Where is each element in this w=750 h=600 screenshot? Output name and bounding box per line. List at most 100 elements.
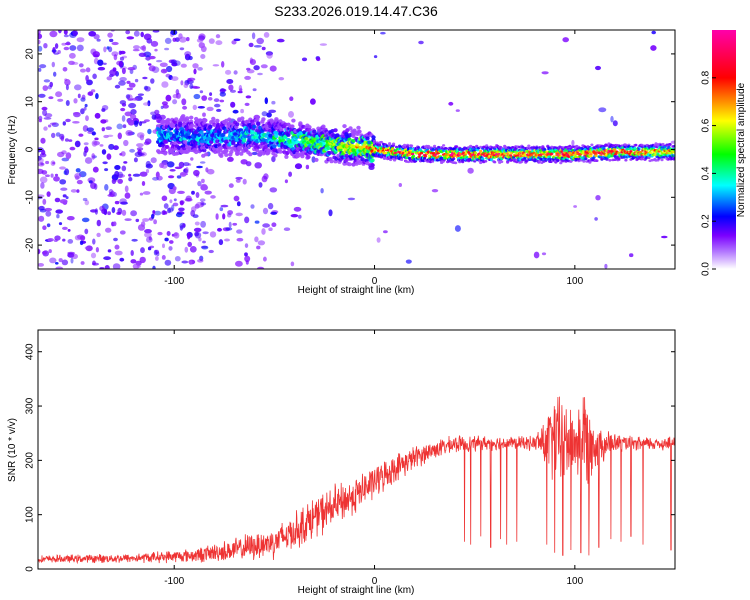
spectrogram-noise-cell bbox=[97, 59, 104, 66]
spectrogram-noise-cell bbox=[162, 243, 165, 249]
spectrogram-noise-cell bbox=[398, 183, 402, 187]
spectrogram-noise-cell bbox=[232, 109, 239, 114]
spectrogram-noise-cell bbox=[651, 30, 656, 35]
spectrogram-noise-cell bbox=[58, 222, 63, 226]
spectrogram-noise-cell bbox=[57, 50, 61, 54]
spectrogram-noise-cell bbox=[153, 219, 158, 225]
spectrogram-ridge-cell bbox=[475, 144, 479, 148]
spectrogram-noise-cell bbox=[233, 70, 238, 75]
spectrogram-noise-cell bbox=[50, 160, 56, 166]
spectrogram-ridge-cell bbox=[420, 151, 424, 155]
spectrogram-noise-cell bbox=[189, 83, 194, 90]
snr-y-tick-label: 200 bbox=[25, 452, 36, 469]
spectrogram-noise-cell bbox=[254, 162, 262, 169]
spectrogram-ridge-cell bbox=[365, 161, 370, 166]
spectrogram-noise-cell bbox=[193, 227, 202, 233]
spectrogram-noise-cell bbox=[144, 229, 152, 234]
spectrogram-noise-cell bbox=[290, 214, 299, 218]
spectrogram-noise-cell bbox=[178, 207, 185, 212]
spectrogram-ridge-cell bbox=[238, 146, 243, 151]
spectrogram-noise-cell bbox=[209, 92, 213, 96]
spectrogram-noise-cell bbox=[194, 221, 200, 226]
spectrogram-noise-cell bbox=[232, 222, 238, 226]
spectrogram-noise-cell bbox=[62, 67, 68, 72]
colorbar-gradient bbox=[712, 30, 736, 269]
spectrogram-noise-cell bbox=[257, 72, 263, 76]
spectrogram-noise-cell bbox=[138, 52, 147, 57]
spectrogram-noise-cell bbox=[139, 192, 144, 196]
spectrogram-ridge-cell bbox=[624, 158, 628, 162]
spectrogram-noise-cell bbox=[156, 59, 163, 63]
spectrogram-ridge-cell bbox=[454, 161, 458, 165]
spectrogram-noise-cell bbox=[136, 147, 144, 151]
spectrogram-ridge-cell bbox=[595, 159, 599, 162]
spectrogram-ridge-cell bbox=[163, 151, 168, 156]
spectrogram-noise-cell bbox=[328, 209, 333, 217]
spectrogram-noise-cell bbox=[235, 178, 241, 183]
spectrogram-ridge-cell bbox=[525, 159, 529, 163]
snr-y-tick-label: 300 bbox=[25, 397, 36, 414]
snr-x-tick-label: -100 bbox=[164, 576, 184, 587]
spectrogram-noise-cell bbox=[610, 115, 614, 123]
spectrogram-noise-cell bbox=[53, 71, 57, 77]
spectrogram-noise-cell bbox=[57, 151, 65, 158]
spectrogram-noise-cell bbox=[96, 38, 101, 42]
spectrogram-noise-cell bbox=[84, 103, 88, 108]
spectrogram-marks bbox=[38, 30, 675, 269]
spectrogram-noise-cell bbox=[47, 238, 54, 242]
snr-x-tick-label: 100 bbox=[566, 576, 583, 587]
spectrogram-noise-cell bbox=[448, 101, 454, 106]
spectrogram-noise-cell bbox=[95, 93, 99, 100]
spectrogram-noise-cell bbox=[161, 195, 168, 202]
spectrogram-ridge-cell bbox=[333, 128, 338, 133]
spectrogram-noise-cell bbox=[319, 43, 327, 46]
spectrogram-noise-cell bbox=[244, 252, 248, 257]
spectrogram-noise-cell bbox=[38, 39, 41, 45]
spectrogram-noise-cell bbox=[84, 199, 90, 206]
spectrogram-noise-cell bbox=[139, 256, 146, 264]
spectrogram-noise-cell bbox=[131, 238, 138, 242]
spectrogram-noise-cell bbox=[50, 122, 57, 125]
colorbar: 0.0 0.2 0.4 0.6 0.8 Normalized spectral ampl… bbox=[701, 30, 747, 276]
snr-marks bbox=[38, 396, 675, 565]
spectrogram-ridge-cell bbox=[584, 157, 588, 161]
spectrogram-noise-cell bbox=[75, 168, 81, 173]
spectrogram-ridge-cell bbox=[388, 144, 392, 147]
spectrogram-noise-cell bbox=[189, 260, 193, 265]
spectrogram-y-ticks: -20 -10 0 10 20 bbox=[25, 48, 675, 252]
spectrogram-noise-cell bbox=[240, 108, 245, 114]
spectrogram-noise-cell bbox=[139, 171, 148, 177]
spectrogram-noise-cell bbox=[233, 195, 240, 202]
spectrogram-noise-cell bbox=[84, 228, 89, 235]
spectrogram-noise-cell bbox=[67, 251, 75, 255]
spectrogram-noise-cell bbox=[47, 124, 52, 128]
spectrogram-noise-cell bbox=[71, 253, 79, 260]
spectrogram-noise-cell bbox=[197, 180, 202, 187]
spectrogram-noise-cell bbox=[261, 46, 266, 51]
spectrogram-ridge-cell bbox=[219, 153, 224, 158]
spectrogram-noise-cell bbox=[175, 212, 183, 218]
spectrogram-noise-cell bbox=[93, 141, 100, 146]
spectrogram-noise-cell bbox=[225, 227, 233, 231]
spectrogram-noise-cell bbox=[373, 55, 378, 59]
spectrogram-noise-cell bbox=[237, 90, 243, 94]
spectrogram-noise-cell bbox=[179, 200, 184, 206]
spectrogram-noise-cell bbox=[76, 179, 83, 185]
spectrogram-noise-cell bbox=[38, 33, 43, 40]
spectrogram-ridge-cell bbox=[224, 148, 229, 153]
spectrogram-noise-cell bbox=[42, 250, 48, 255]
spectrogram-noise-cell bbox=[80, 68, 86, 73]
spectrogram-noise-cell bbox=[39, 64, 47, 69]
spectrogram-ridge-cell bbox=[227, 117, 232, 122]
spectrogram-noise-cell bbox=[43, 79, 51, 83]
spectrogram-noise-cell bbox=[253, 45, 262, 48]
spectrogram-noise-cell bbox=[38, 67, 42, 72]
spectrogram-ridge-cell bbox=[605, 144, 609, 147]
spectrogram-noise-cell bbox=[108, 143, 115, 150]
spectrogram-noise-cell bbox=[49, 30, 58, 38]
spectrogram-noise-cell bbox=[94, 137, 99, 141]
spectrogram-noise-cell bbox=[121, 103, 127, 107]
spectrogram-ridge-cell bbox=[476, 148, 480, 152]
spectrogram-ridge-cell bbox=[433, 144, 437, 148]
spectrogram-noise-cell bbox=[132, 173, 141, 177]
